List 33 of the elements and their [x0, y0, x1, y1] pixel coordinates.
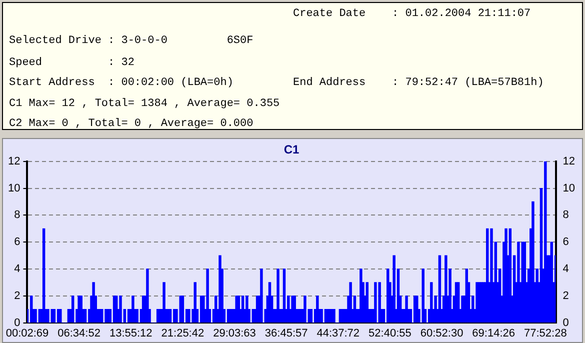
y-tick-label: 4 [14, 263, 20, 276]
y2-tick-label: 12 [562, 155, 576, 168]
y-tick-label: 0 [14, 316, 20, 329]
y2-tick-label: 10 [562, 182, 576, 194]
x-tick-label: 60:52:30 [420, 327, 464, 340]
text: C2 Max= 0 , Total= 0 , Average= 0.000 [9, 118, 254, 130]
x-tick-label: 21:25:42 [161, 327, 204, 340]
x-tick-label: 36:45:57 [264, 327, 308, 340]
x-tick-label: 77:52:28 [524, 327, 567, 340]
y-tick-label: 10 [8, 182, 20, 194]
y-tick-label: 8 [14, 209, 20, 222]
x-tick-label: 13:55:12 [109, 327, 152, 340]
y2-tick-label: 6 [562, 236, 569, 248]
x-tick-label: 00:02:69 [6, 327, 49, 340]
x-tick-label: 69:14:26 [472, 327, 515, 340]
x-tick-label: 44:37:72 [316, 327, 360, 340]
y-tick-label: 12 [8, 155, 20, 168]
text: Start Address : 00:02:00 (LBA=0h) [9, 77, 234, 89]
y2-tick-label: 2 [562, 290, 569, 302]
x-tick-label: 52:40:55 [368, 327, 412, 340]
text: Selected Drive : 3-0-0-0 6S0F [9, 35, 254, 47]
text: C1 Max= 12 , Total= 1384 , Average= 0.355 [9, 98, 280, 110]
x-tick-label: 29:03:63 [213, 327, 256, 340]
text: Create Date : 01.02.2004 21:11:07 [293, 8, 531, 20]
y-tick-label: 6 [14, 236, 20, 248]
y2-tick-label: 0 [562, 316, 569, 329]
y2-tick-label: 8 [562, 209, 569, 222]
x-tick-label: 06:34:52 [58, 327, 100, 340]
text: End Address : 79:52:47 (LBA=57B81h) [293, 77, 544, 89]
y2-tick-label: 4 [562, 263, 569, 276]
y-tick-label: 2 [14, 290, 20, 302]
chart-title: C1 [284, 142, 300, 157]
text: Speed : 32 [9, 57, 134, 69]
